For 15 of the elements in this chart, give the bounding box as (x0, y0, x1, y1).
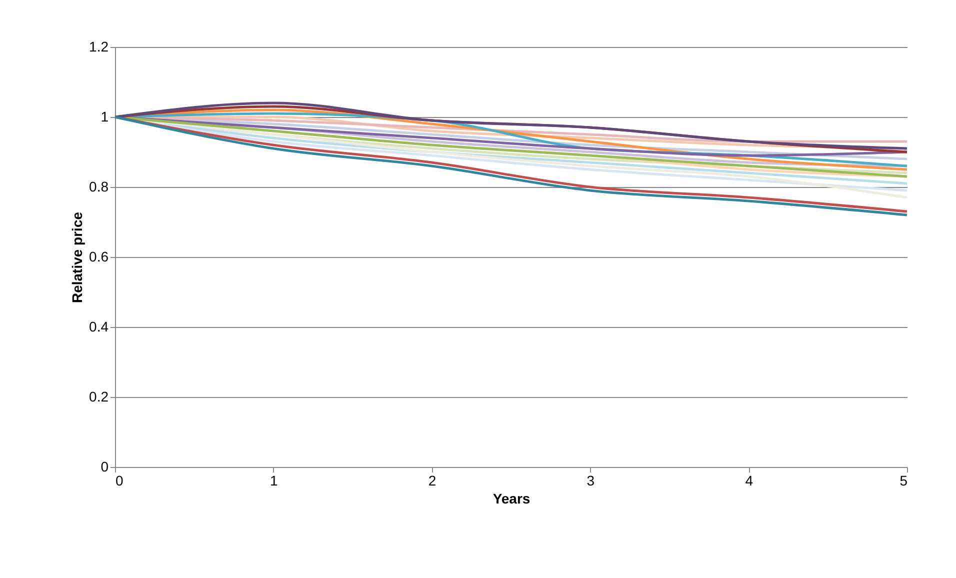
x-tick-label: 5 (900, 472, 908, 488)
y-tick-label: 1.2 (89, 38, 109, 54)
y-tick-label: 0.6 (89, 248, 109, 264)
y-tick-label: 0 (100, 458, 109, 474)
y-tick-label: 0.4 (89, 318, 109, 334)
x-axis-title: Years (492, 490, 530, 506)
x-tick-label: 2 (428, 472, 436, 488)
x-tick-label: 0 (116, 472, 124, 488)
y-tick-label: 0.8 (89, 178, 109, 194)
x-tick-label: 4 (745, 472, 754, 488)
x-tick-label: 3 (586, 472, 595, 488)
y-tick-label: 0.2 (89, 388, 109, 404)
x-tick-label: 1 (270, 472, 278, 488)
y-axis-title: Relative price (69, 212, 86, 304)
y-tick-label: 1 (100, 108, 109, 124)
